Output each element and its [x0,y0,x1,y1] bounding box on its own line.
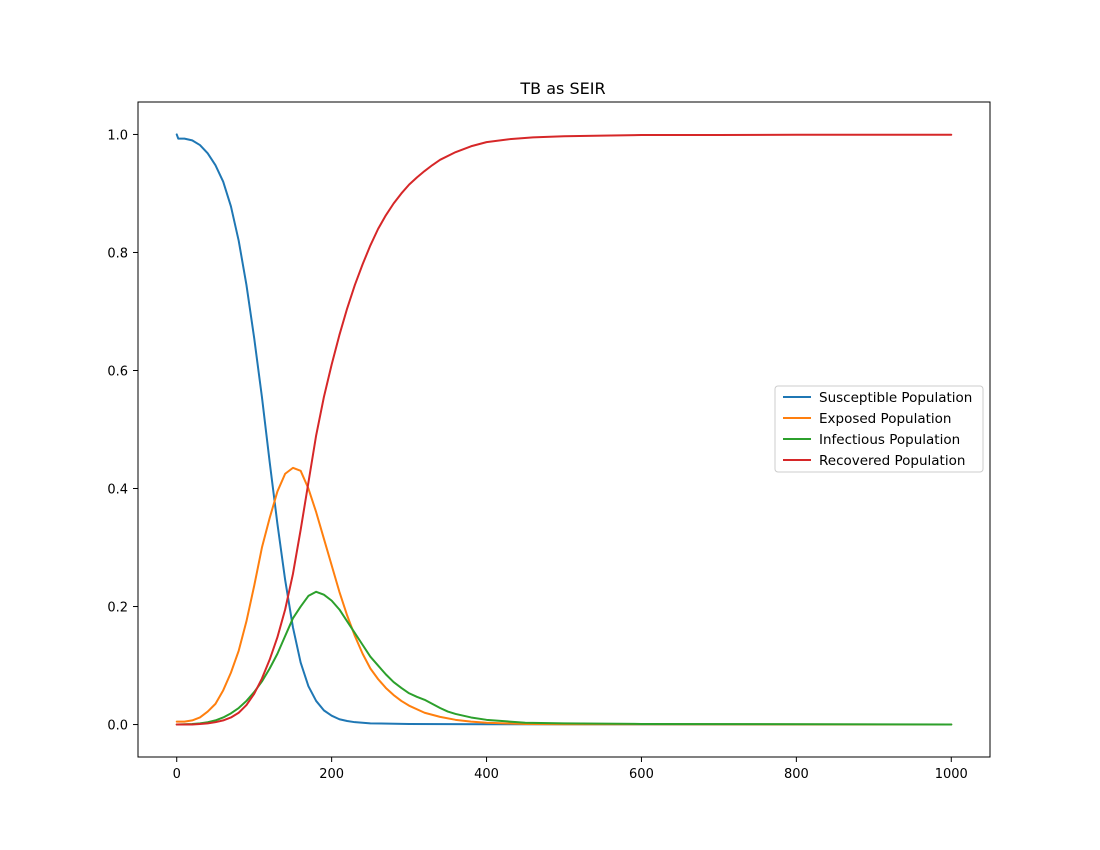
legend-label-0: Susceptible Population [819,390,972,406]
y-tick-label: 0.6 [107,364,128,379]
series-line-0 [175,133,953,726]
chart-title: TB as SEIR [519,79,605,98]
series-line-1 [175,466,953,726]
x-tick-label: 200 [319,767,344,782]
legend-frame [774,385,984,473]
x-tick-label: 0 [173,767,181,782]
y-tick-label: 0.2 [107,601,128,616]
series-line-2 [175,590,953,726]
series-line-3 [175,133,953,726]
y-tick-label: 0.8 [107,246,128,261]
legend-label-1: Exposed Population [819,411,951,427]
y-tick-label: 0.0 [107,719,128,734]
x-tick-label: 600 [629,767,654,782]
legend-label-3: Recovered Population [819,453,965,469]
x-tick-label: 1000 [935,767,968,782]
x-axis: 0 200 400 600 800 1000 [173,757,968,782]
plot-lines [175,133,953,726]
plot-frame [137,101,991,758]
y-tick-label: 1.0 [107,128,128,143]
y-tick-label: 0.4 [107,483,128,498]
legend: Susceptible Population Exposed Population… [774,385,984,473]
x-tick-label: 800 [784,767,809,782]
y-axis: 0.0 0.2 0.4 0.6 0.8 1.0 [107,128,138,734]
x-tick-label: 400 [474,767,499,782]
legend-label-2: Infectious Population [819,432,960,448]
